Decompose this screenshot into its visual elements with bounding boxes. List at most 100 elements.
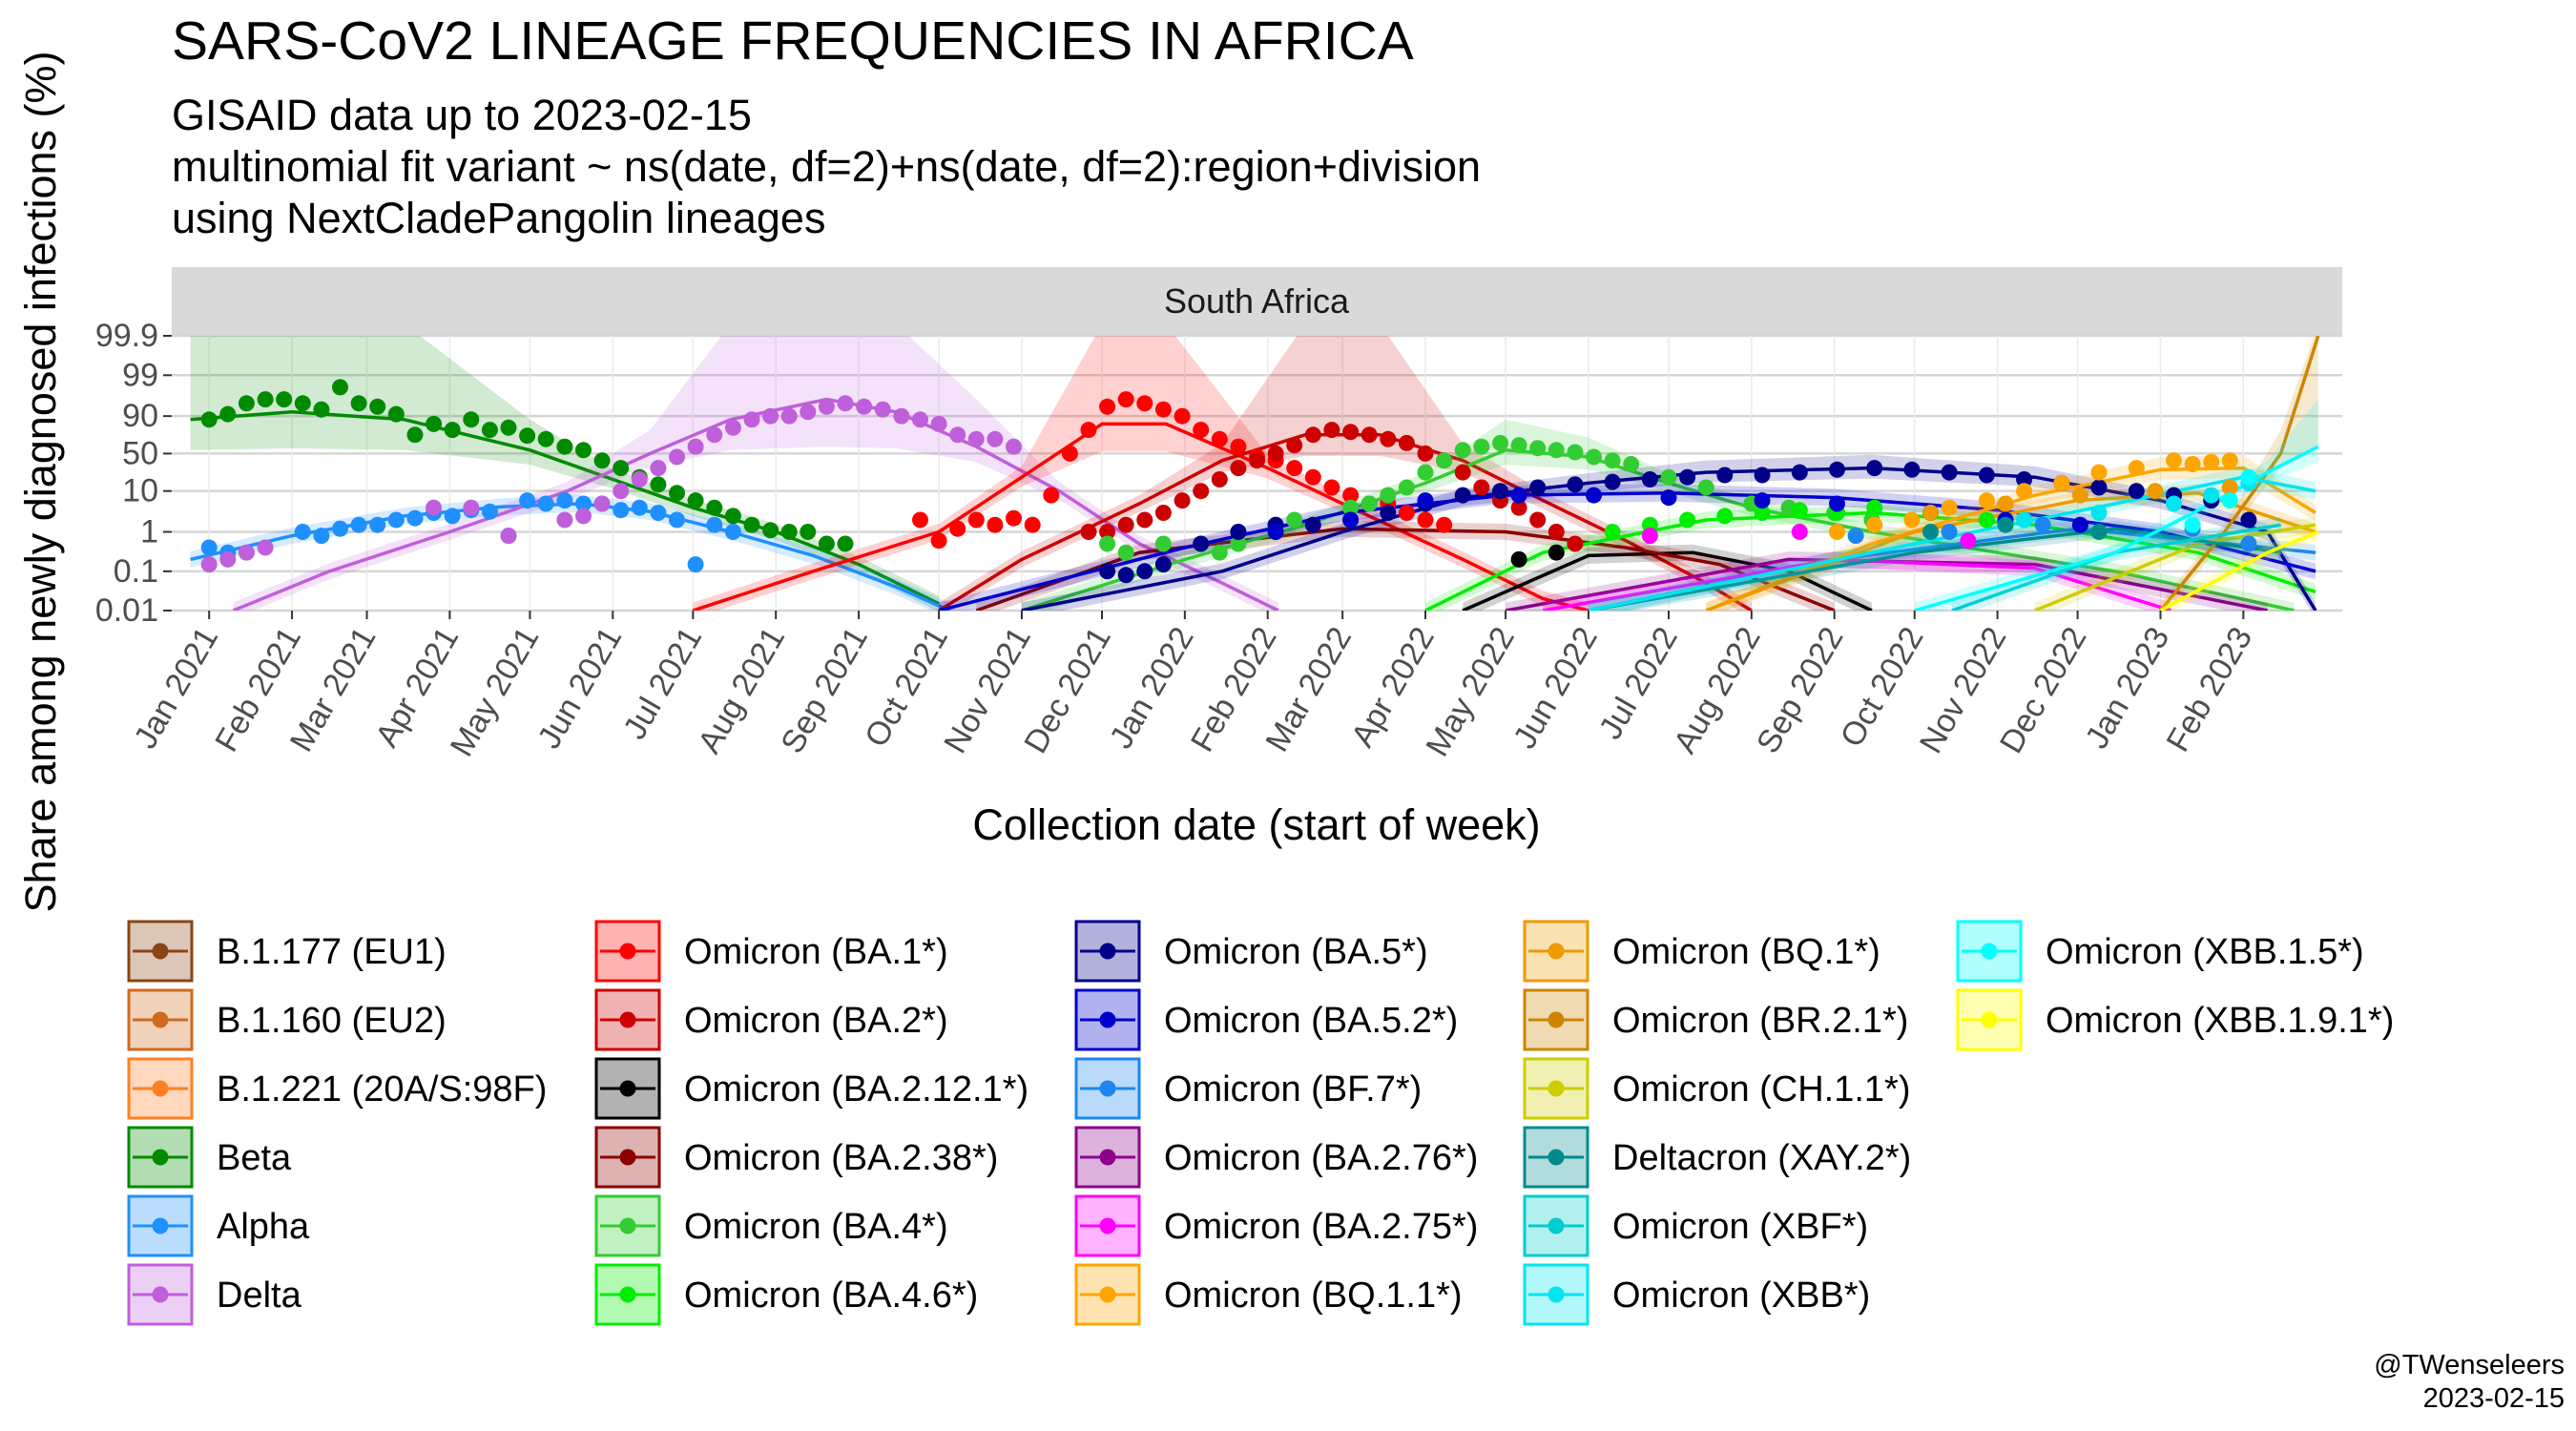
point-delta: [1006, 438, 1022, 455]
point-omicron-ba-2: [1211, 471, 1228, 487]
point-beta: [257, 391, 274, 408]
point-delta: [650, 460, 667, 477]
point-omicron-ba-1: [1080, 422, 1097, 439]
point-omicron-ba-5: [1716, 467, 1734, 484]
point-delta: [762, 407, 779, 425]
point-omicron-xbb: [2166, 495, 2182, 512]
chart-subtitle-line-2: multinomial fit variant ~ ns(date, df=2)…: [172, 142, 1481, 191]
legend-label: Beta: [217, 1138, 292, 1178]
point-omicron-ba-4: [1230, 535, 1247, 552]
point-omicron-ba-2: [1117, 516, 1134, 533]
fit-line-omicron-xbb: [1588, 475, 2316, 611]
legend: B.1.177 (EU1) B.1.160 (EU2) B.1.221 (20A/S…: [127, 920, 2394, 1326]
point-beta: [387, 405, 405, 423]
legend-key-dot: [152, 1080, 169, 1097]
legend-key-dot: [1548, 1149, 1565, 1166]
legend-item-deltacron-xay-2: Deltacron (XAY.2*): [1523, 1126, 1911, 1189]
point-omicron-ba-4-6: [1716, 508, 1734, 525]
point-omicron-xbb-1-5: [2184, 516, 2201, 533]
point-omicron-ba-2: [1567, 535, 1584, 552]
point-omicron-ba-2: [1267, 445, 1284, 462]
point-beta: [200, 411, 218, 428]
legend-label: Omicron (BA.5*): [1164, 932, 1428, 972]
point-omicron-ba-5: [1230, 524, 1247, 540]
y-tick-label: 50: [122, 435, 158, 471]
point-omicron-ba-5: [1193, 535, 1210, 552]
legend-item-beta: Beta: [127, 1126, 292, 1189]
point-omicron-ba-5-2: [2071, 516, 2088, 533]
point-omicron-ba-5-2: [1417, 492, 1434, 509]
point-alpha: [369, 516, 386, 533]
point-deltacron-xay-2: [1997, 516, 2014, 533]
point-omicron-bq-1-1: [1866, 516, 1883, 533]
fit-band-omicron-bq-1-1: [1706, 454, 2316, 611]
point-alpha: [575, 495, 592, 512]
facet-strip: [172, 267, 2342, 336]
point-omicron-ba-4: [1154, 535, 1172, 552]
chart-title: SARS-CoV2 LINEAGE FREQUENCIES IN AFRICA: [172, 10, 1414, 72]
legend-key-dot: [619, 1080, 636, 1097]
point-omicron-ba-5-2: [1829, 495, 1845, 512]
point-omicron-bf-7: [1941, 524, 1958, 540]
point-omicron-ba-5: [1136, 563, 1153, 580]
point-omicron-ba-4: [1342, 499, 1360, 516]
point-delta: [500, 528, 517, 545]
legend-key-dot: [152, 1286, 169, 1303]
point-omicron-ba-5: [2128, 483, 2145, 500]
point-delta: [575, 508, 592, 525]
point-omicron-bq-1-1: [2128, 460, 2145, 477]
point-omicron-bq-1: [1997, 495, 2014, 512]
legend-label: Omicron (BQ.1*): [1612, 932, 1880, 972]
point-beta: [743, 516, 760, 533]
point-omicron-ba-5: [1641, 471, 1658, 487]
point-omicron-ba-4: [1361, 495, 1378, 512]
legend-key-dot: [1548, 1080, 1565, 1097]
point-beta: [706, 499, 723, 516]
point-beta: [219, 405, 237, 423]
point-omicron-ba-2: [1398, 434, 1415, 451]
point-omicron-ba-1: [1024, 516, 1041, 533]
point-delta: [930, 415, 947, 432]
caption-author: @TWenseleers: [2374, 1350, 2565, 1380]
point-omicron-xbb: [2016, 511, 2033, 529]
legend-key-dot: [1548, 1217, 1565, 1234]
point-omicron-ba-5: [1941, 464, 1958, 481]
point-beta: [762, 522, 779, 539]
legend-key-dot: [1099, 1286, 1116, 1303]
fit-band-delta: [233, 336, 1278, 611]
point-omicron-ba-5: [1903, 461, 1921, 478]
point-omicron-ba-2: [1286, 437, 1303, 454]
point-omicron-ba-2-12-1: [1548, 544, 1565, 561]
point-omicron-ba-1: [1323, 479, 1340, 496]
point-omicron-bq-1-1: [1978, 492, 1995, 509]
legend-item-omicron-ba-5-2: Omicron (BA.5.2*): [1074, 988, 1458, 1051]
point-omicron-ba-4: [1099, 535, 1116, 552]
point-omicron-ba-1: [967, 511, 985, 529]
legend-label: Omicron (BA.1*): [684, 932, 948, 972]
point-omicron-ba-5: [1304, 516, 1321, 533]
legend-label: Omicron (BA.5.2*): [1164, 1001, 1458, 1041]
point-omicron-ba-5: [1529, 479, 1547, 496]
point-omicron-ba-4-6: [1791, 502, 1808, 519]
point-alpha: [687, 556, 704, 573]
point-omicron-ba-1: [1193, 422, 1210, 439]
legend-key-dot: [1099, 1080, 1116, 1097]
legend-item-omicron-xbb: Omicron (XBB*): [1523, 1263, 1870, 1326]
point-omicron-ba-2: [1193, 483, 1210, 500]
legend-key-dot: [1099, 1149, 1116, 1166]
point-omicron-ba-2: [1454, 464, 1471, 481]
legend-key-dot: [619, 1286, 636, 1303]
facet-strip-label: South Africa: [1164, 281, 1350, 321]
legend-key-dot: [1981, 1011, 1998, 1028]
legend-label: Omicron (XBB.1.5*): [2046, 932, 2364, 972]
legend-label: Deltacron (XAY.2*): [1612, 1138, 1911, 1178]
fit-band-omicron-ba-1: [693, 336, 1589, 611]
fit-line-omicron-ch-1-1: [2034, 523, 2316, 611]
point-delta: [724, 419, 741, 436]
point-omicron-ba-5: [1791, 464, 1808, 481]
point-omicron-bf-7: [2034, 516, 2051, 533]
point-omicron-ba-4: [1492, 434, 1508, 451]
point-omicron-bq-1: [1922, 505, 1939, 521]
point-omicron-xbb-1-5: [2221, 492, 2238, 509]
